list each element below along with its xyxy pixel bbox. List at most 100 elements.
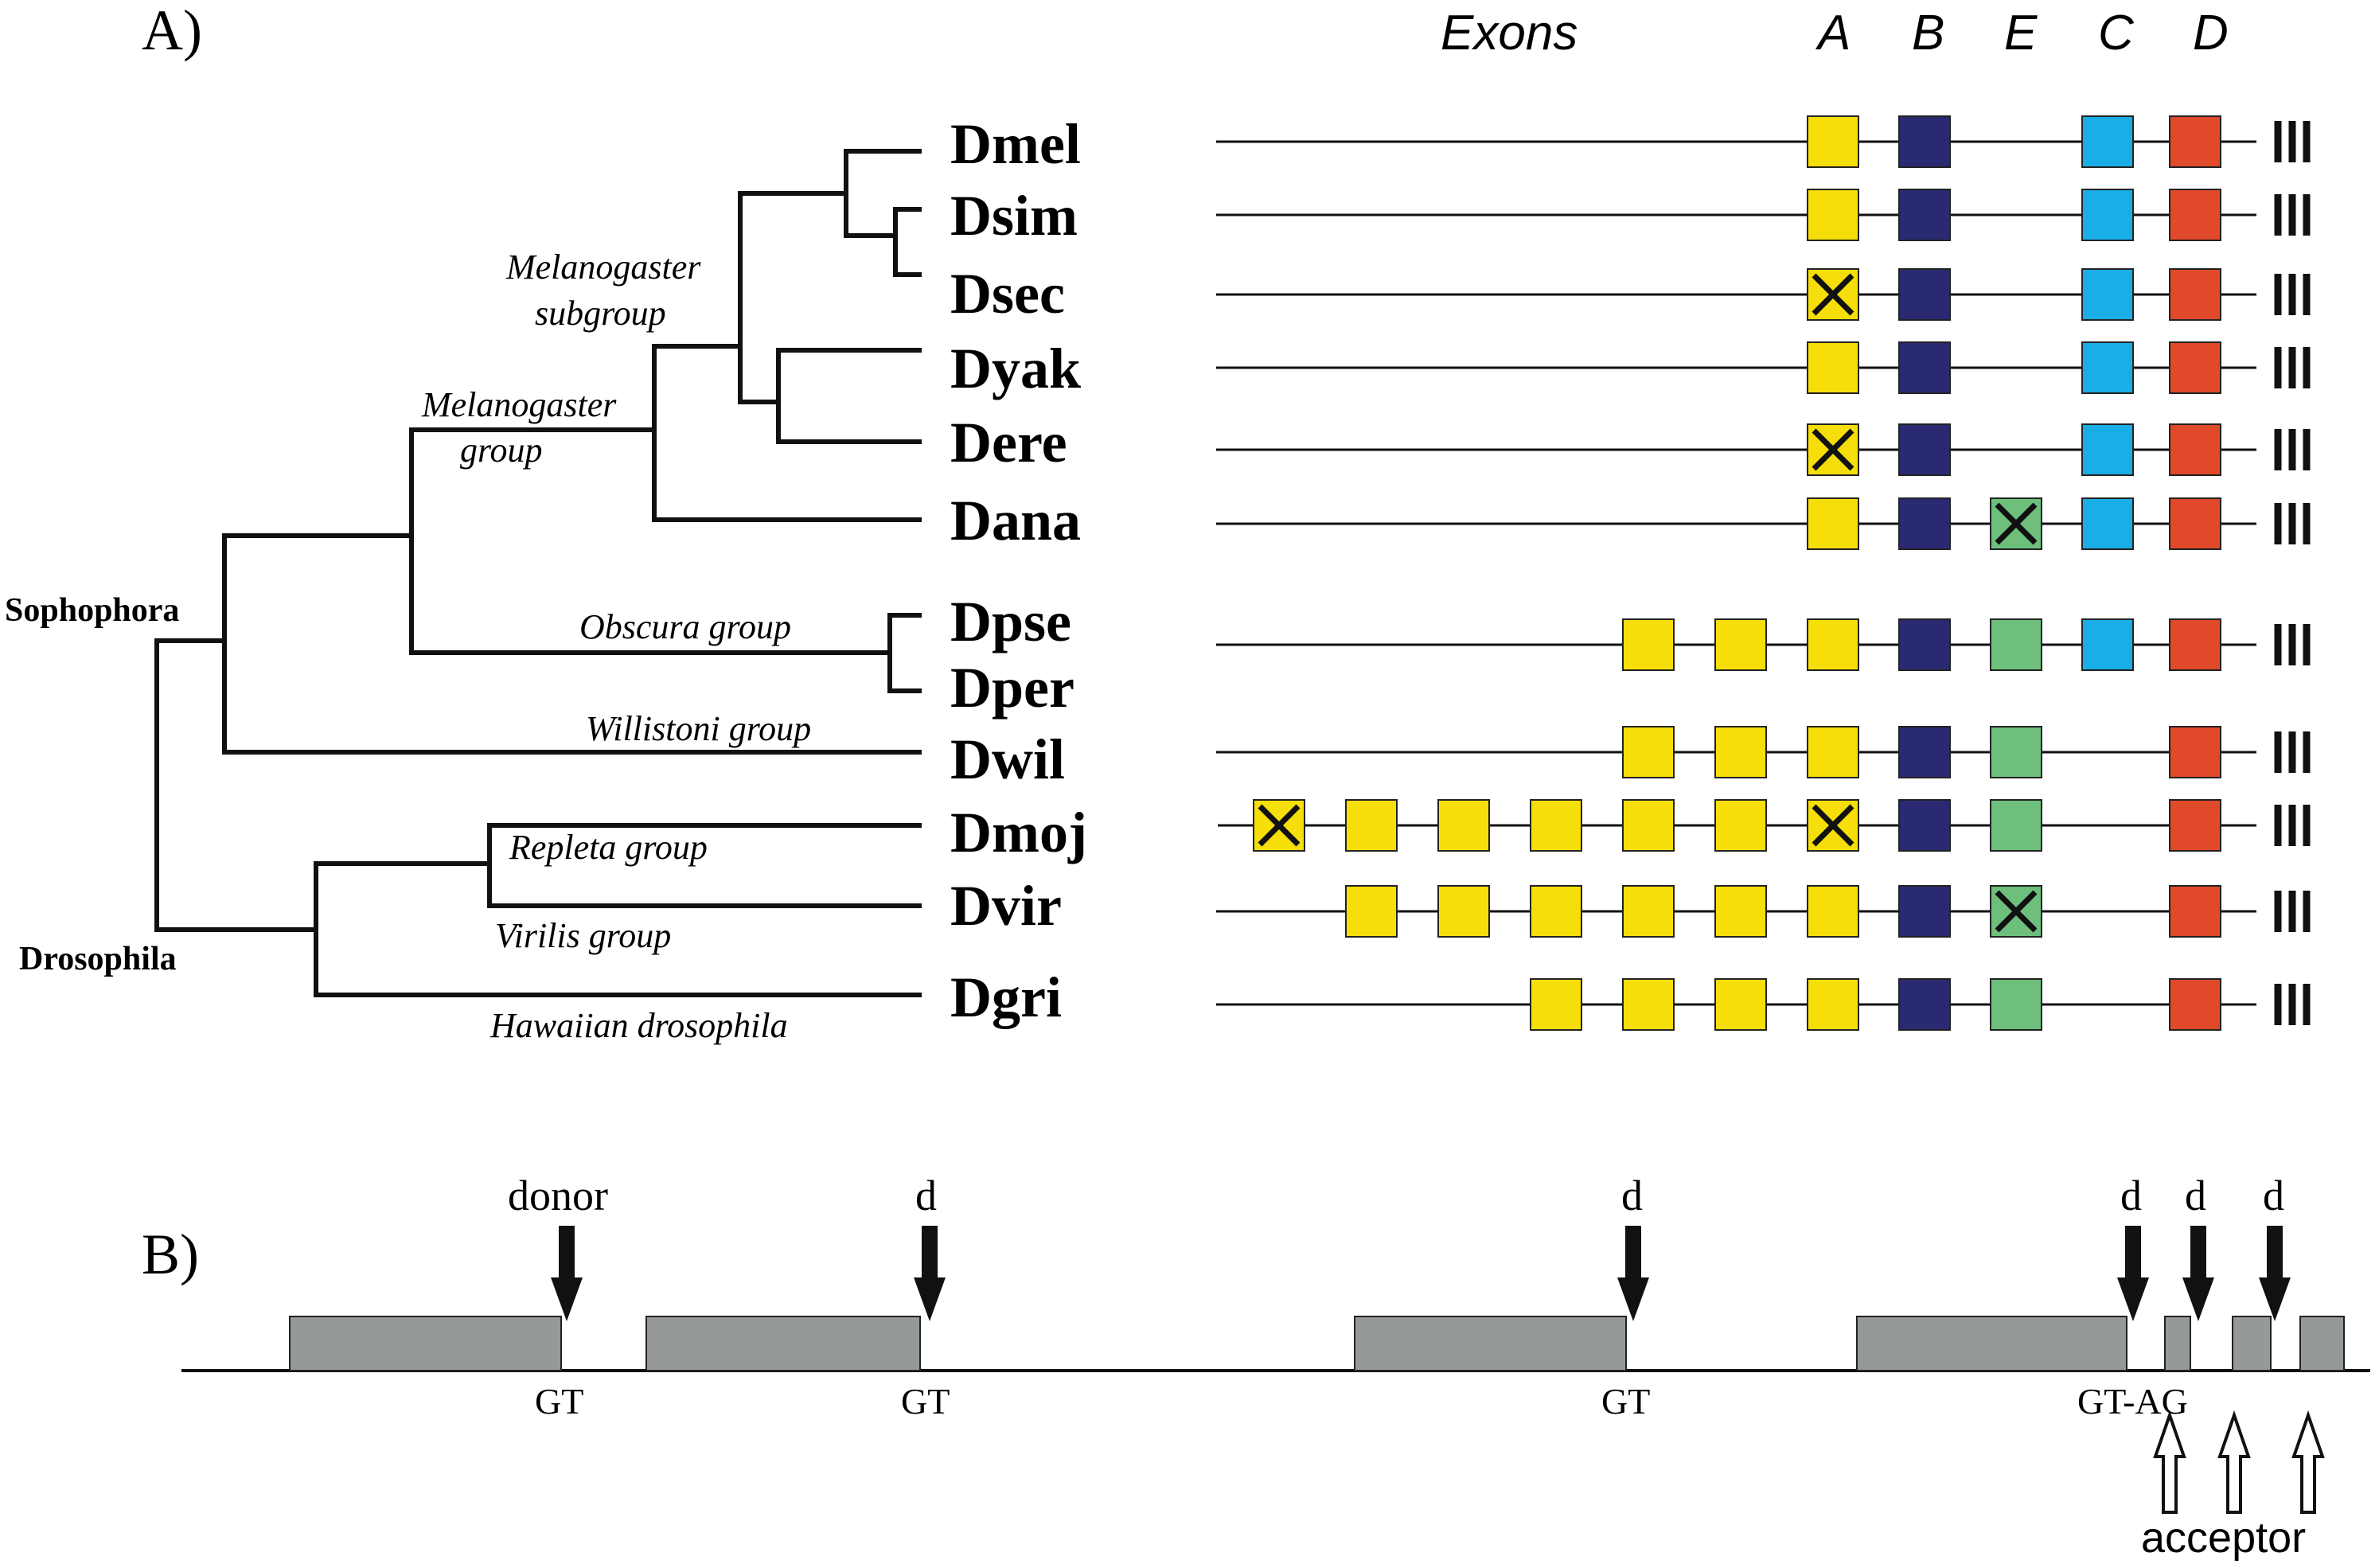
splice-site-label: GT: [535, 1381, 583, 1422]
lost-exon-cross-icon: [1812, 804, 1854, 847]
donor-label: d: [2185, 1172, 2206, 1219]
exon-E: [1990, 978, 2042, 1031]
acceptor-arrow-icon: [2291, 1410, 2325, 1514]
exon-A-duplicate: [1714, 618, 1767, 671]
exon-D: [2169, 618, 2221, 671]
gene-exon-box: [1856, 1316, 2127, 1371]
species-name: Dsec: [950, 262, 1065, 326]
donor-label: donor: [508, 1172, 608, 1219]
exon-A-duplicate: [1437, 799, 1490, 852]
acceptor-label: acceptor: [2141, 1514, 2306, 1562]
gene-exon-box: [1354, 1316, 1627, 1371]
exon-E: [1990, 799, 2042, 852]
root-node: [154, 638, 318, 932]
exon-A-duplicate: [1714, 885, 1767, 938]
phylogenetic-tree: [154, 149, 922, 997]
lost-exon-cross-icon: [1995, 502, 2038, 545]
exon-header-A: A: [1815, 6, 1851, 60]
exon-A-duplicate: [1437, 885, 1490, 938]
exon-C: [2081, 189, 2134, 241]
exon-D: [2169, 978, 2221, 1031]
splice-site-label: GT: [1601, 1381, 1650, 1422]
donor-label: d: [1621, 1172, 1643, 1219]
donor-arrow-icon: [914, 1226, 946, 1321]
exon-A-duplicate: [1714, 978, 1767, 1031]
group-labels: Melanogaster subgroup Melanogaster group…: [5, 248, 811, 1045]
exon-D: [2169, 423, 2221, 476]
exon-B: [1898, 341, 1951, 394]
acceptor-arrow-icon: [2217, 1410, 2251, 1514]
exon-D: [2169, 115, 2221, 168]
species-name: Dyak: [950, 337, 1081, 400]
splice-site-label: GT-AG: [2077, 1381, 2188, 1422]
species-name: Dana: [950, 489, 1081, 552]
splice-site-label: GT: [901, 1381, 950, 1422]
species-name: Dper: [950, 656, 1074, 720]
panel-a-label: A): [142, 0, 202, 62]
donor-arrow-icon: [1617, 1226, 1649, 1321]
species-name: Dvir: [950, 874, 1062, 938]
exon-header-E: E: [2004, 6, 2038, 60]
panel-b-label: B): [142, 1223, 199, 1286]
exon-D: [2169, 189, 2221, 241]
exon-rows: [1216, 115, 2311, 1031]
exon-header-B: B: [1912, 6, 1944, 60]
exons-title: Exons: [1441, 6, 1578, 60]
node-melanogaster-subgroup: [738, 191, 848, 404]
exon-A-duplicate: [1622, 978, 1675, 1031]
donor-arrow-icon: [2259, 1226, 2291, 1321]
exon-A-duplicate: [1345, 885, 1398, 938]
label-sophophora: Sophophora: [5, 592, 179, 629]
species-name: Dere: [950, 411, 1067, 474]
exon-C: [2081, 268, 2134, 321]
label-willistoni-group: Willistoni group: [586, 709, 811, 748]
gene-exon-box: [289, 1316, 562, 1371]
label-drosophila: Drosophila: [19, 941, 177, 977]
label-repleta-group: Repleta group: [509, 828, 708, 867]
exon-header-C: C: [2098, 6, 2135, 60]
exon-A: [1807, 978, 1859, 1031]
exon-A-duplicate: [1622, 885, 1675, 938]
donor-arrow-icon: [551, 1226, 583, 1321]
exon-D: [2169, 341, 2221, 394]
exon-C: [2081, 115, 2134, 168]
exon-A: [1807, 885, 1859, 938]
exon-B: [1898, 726, 1951, 778]
exon-C: [2081, 497, 2134, 550]
exon-C: [2081, 618, 2134, 671]
exon-D: [2169, 726, 2221, 778]
exon-B: [1898, 618, 1951, 671]
exon-A: [1807, 497, 1859, 550]
exon-E: [1990, 618, 2042, 671]
exon-A: [1807, 618, 1859, 671]
exon-A-duplicate: [1530, 885, 1582, 938]
exon-A-duplicate: [1530, 978, 1582, 1031]
gene-exon-box: [2164, 1316, 2191, 1371]
exon-C: [2081, 423, 2134, 476]
species-name: Dmoj: [950, 801, 1087, 864]
exon-A: [1807, 726, 1859, 778]
label-melanogaster-subgroup-1: Melanogaster: [505, 248, 701, 287]
exon-B: [1898, 115, 1951, 168]
species-name: Dwil: [950, 727, 1065, 791]
exon-A-duplicate: [1622, 799, 1675, 852]
exon-D: [2169, 885, 2221, 938]
exon-B: [1898, 189, 1951, 241]
gene-exon-box: [645, 1316, 921, 1371]
donor-label: d: [2120, 1172, 2142, 1219]
acceptor-arrows: [2153, 1410, 2325, 1514]
node-drosophila: [314, 861, 922, 997]
exon-B: [1898, 885, 1951, 938]
donor-arrow-icon: [2117, 1226, 2149, 1321]
label-melanogaster-group-2: group: [460, 431, 543, 470]
exon-A-duplicate: [1714, 726, 1767, 778]
gene-exon-box: [2299, 1316, 2345, 1371]
exon-C: [2081, 341, 2134, 394]
node-mel-obscura: [409, 427, 892, 655]
donor-arrow-icon: [2182, 1226, 2214, 1321]
label-obscura-group: Obscura group: [579, 607, 791, 646]
node-melanogaster-group: [652, 344, 922, 522]
lost-exon-cross-icon: [1258, 804, 1301, 847]
node-sophophora: [222, 533, 922, 755]
splice-site-diagram: donor d d d d d GT GT GT GT-AG acceptor: [181, 1172, 2370, 1562]
